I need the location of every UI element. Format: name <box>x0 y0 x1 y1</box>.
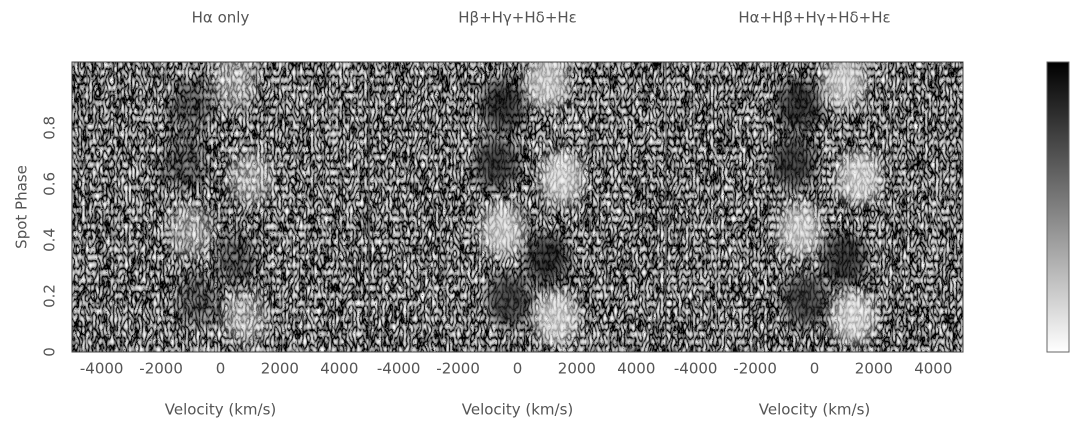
x-tick-label: 2000 <box>558 360 596 378</box>
feature <box>783 273 828 326</box>
y-tick-label: 0.2 <box>41 284 59 308</box>
x-tick-label: -4000 <box>377 360 421 378</box>
spectrum-image <box>369 62 666 352</box>
x-tick-label: -2000 <box>733 360 777 378</box>
feature <box>822 62 867 109</box>
panel: Hα only Velocity (km/s) -4000 -2000 0 2000 400… <box>13 9 370 419</box>
feature <box>168 204 213 257</box>
feature <box>168 79 213 132</box>
x-tick-label: 2000 <box>261 360 299 378</box>
feature <box>228 152 273 204</box>
feature <box>213 62 258 109</box>
feature <box>525 62 570 109</box>
feature <box>822 233 867 286</box>
x-axis-label: Velocity (km/s) <box>462 401 573 419</box>
panel: Hα+Hβ+Hγ+Hδ+Hε Velocity (km/s) -4000 -2000 0… <box>665 9 964 419</box>
feature <box>162 137 207 190</box>
feature <box>474 137 519 190</box>
feature <box>777 79 822 132</box>
x-tick-label: 0 <box>513 360 523 378</box>
x-tick-label: 2000 <box>855 360 893 378</box>
feature <box>540 152 585 204</box>
feature <box>486 273 531 326</box>
x-tick-label: -4000 <box>80 360 124 378</box>
feature <box>837 152 882 204</box>
panel-title: Hα+Hβ+Hγ+Hδ+Hε <box>738 9 890 27</box>
y-axis-label: Spot Phase <box>13 165 31 249</box>
x-tick-label: -4000 <box>674 360 718 378</box>
feature <box>480 79 525 132</box>
colorbar <box>1046 61 1070 353</box>
y-tick-label: 0.8 <box>41 116 59 140</box>
x-tick-label: 0 <box>216 360 226 378</box>
feature <box>777 204 822 257</box>
feature <box>174 273 219 326</box>
x-tick-label: -2000 <box>139 360 183 378</box>
y-tick-label: 0 <box>41 347 59 357</box>
spectrum-image <box>666 62 963 352</box>
panel: Hβ+Hγ+Hδ+Hε Velocity (km/s) -4000 -2000 0 200… <box>368 9 667 419</box>
x-tick-label: 0 <box>810 360 820 378</box>
feature <box>480 204 525 257</box>
x-tick-label: 4000 <box>914 360 952 378</box>
feature <box>534 291 579 344</box>
panel-title: Hα only <box>192 9 250 27</box>
feature <box>771 137 816 190</box>
feature <box>831 291 876 344</box>
panel-title: Hβ+Hγ+Hδ+Hε <box>458 9 577 27</box>
x-axis-label: Velocity (km/s) <box>759 401 870 419</box>
y-tick-label: 0.4 <box>41 228 59 252</box>
feature <box>525 233 570 286</box>
noise-texture <box>72 62 369 352</box>
feature <box>213 233 258 286</box>
feature <box>222 291 267 344</box>
x-tick-label: 4000 <box>320 360 358 378</box>
spectrum-image <box>72 62 369 352</box>
x-axis-label: Velocity (km/s) <box>165 401 276 419</box>
x-tick-label: -2000 <box>436 360 480 378</box>
x-tick-label: 4000 <box>617 360 655 378</box>
y-tick-label: 0.6 <box>41 172 59 196</box>
